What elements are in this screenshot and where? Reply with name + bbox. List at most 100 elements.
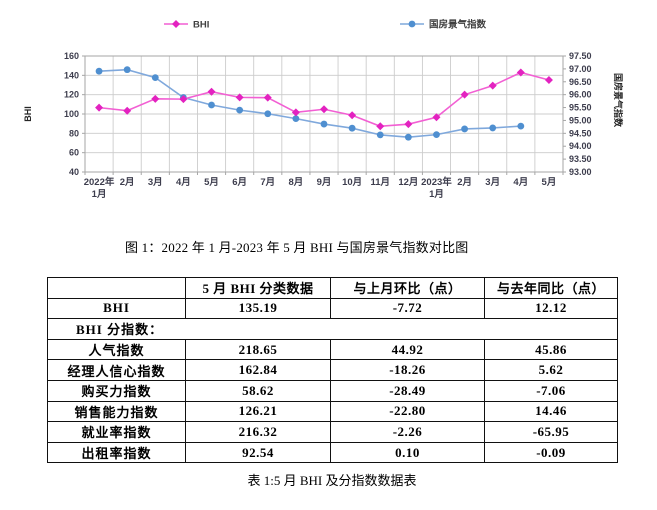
x-axis-tick-label: 4月 — [176, 177, 191, 188]
data-point — [291, 108, 300, 117]
bhi-climate-index-line-chart: 40 60 80 100 120 140 160 93.00 93.50 94.00 94.50 95… — [23, 19, 624, 201]
data-point — [320, 105, 328, 114]
data-point — [264, 110, 272, 118]
left-axis-tick-label: 120 — [64, 90, 79, 100]
x-axis-tick-label: 10月 — [342, 177, 362, 188]
left-axis-tick-label: 140 — [64, 70, 79, 80]
cell-value: 216.32 — [185, 421, 331, 443]
header-cell: 与去年同比（点） — [484, 277, 618, 299]
cell-value: 162.84 — [185, 359, 331, 381]
data-point — [348, 124, 356, 132]
header-cell: 5 月 BHI 分类数据 — [185, 277, 331, 299]
bhi-table-header-row: 5 月 BHI 分类数据 与上月环比（点） 与去年同比（点） — [47, 277, 618, 299]
legend-item-bhi: BHI — [164, 20, 209, 31]
right-axis-tick-label: 93.50 — [569, 154, 592, 164]
x-axis-tick-label: 5月 — [542, 177, 557, 188]
data-point — [404, 120, 413, 129]
row-label: 经理人信心指数 — [47, 359, 186, 381]
legend-item-climate-index: 国房景气指数 — [400, 19, 487, 31]
x-axis-tick-label: 3月 — [485, 177, 500, 188]
data-point — [208, 101, 215, 109]
series-line — [99, 68, 521, 139]
left-axis-tick-label: 100 — [64, 109, 79, 119]
x-axis-tick-label: 12月 — [398, 177, 418, 188]
cell-value: -7.06 — [484, 379, 618, 402]
chart-legend: BHI 国房景气指数 — [164, 19, 487, 31]
left-axis-title: BHI — [23, 106, 33, 122]
data-point — [151, 94, 160, 103]
cell-value: 44.92 — [330, 338, 485, 361]
header-cell: 与上月环比（点） — [330, 277, 485, 299]
data-point — [235, 93, 244, 102]
data-point — [207, 87, 216, 96]
right-axis-tick-label: 97.00 — [569, 64, 592, 74]
data-point — [460, 90, 469, 99]
x-axis-tick-label: 5月 — [204, 177, 219, 188]
data-point — [489, 124, 497, 132]
cell-value: 218.65 — [185, 338, 331, 361]
cell-value: 58.62 — [185, 379, 331, 402]
right-axis-tick-label: 93.00 — [569, 167, 592, 177]
cell-value: 14.46 — [484, 400, 618, 423]
legend-label: 国房景气指数 — [429, 19, 487, 31]
figure-caption: 图 1：2022 年 1 月-2023 年 5 月 BHI 与国房景气指数对比图 — [125, 240, 469, 255]
x-axis-tick-label: 6月 — [232, 177, 247, 188]
right-axis-tick-label: 94.00 — [569, 141, 592, 151]
cell-value: 92.54 — [185, 441, 331, 464]
cell-value: -0.09 — [484, 441, 618, 464]
cell-value: 45.86 — [484, 338, 618, 361]
bhi-data-table: 5 月 BHI 分类数据 与上月环比（点） 与去年同比（点） BHI 135.19 -7… — [47, 277, 618, 464]
series-climate-index — [95, 66, 525, 141]
x-axis-tick-label: 11月 — [370, 177, 390, 188]
row-label: 人气指数 — [47, 338, 186, 361]
table-caption: 表 1:5 月 BHI 及分指数数据表 — [247, 473, 417, 488]
axis-labels: 40 60 80 100 120 140 160 93.00 93.50 94.00 94.50 95… — [64, 51, 592, 200]
left-axis-tick-label: 80 — [69, 128, 79, 138]
data-point — [95, 103, 104, 112]
data-point — [172, 20, 180, 28]
row-label: 购买力指数 — [47, 379, 186, 402]
right-axis-tick-label: 96.00 — [569, 90, 592, 100]
x-axis-tick-label: 7月 — [260, 177, 275, 188]
data-point — [488, 81, 497, 90]
row-label: 销售能力指数 — [47, 400, 186, 423]
x-axis-tick-label: 8月 — [288, 177, 303, 188]
data-point — [123, 106, 132, 115]
data-point — [376, 122, 385, 131]
series-bhi — [95, 68, 553, 131]
cell-value: -2.26 — [330, 421, 485, 443]
cell-value: 12.12 — [484, 297, 618, 320]
gridlines — [84, 55, 564, 173]
data-point — [236, 106, 244, 114]
data-point — [516, 68, 525, 77]
x-axis-tick-label: 3月 — [148, 177, 163, 188]
axis-ticks — [82, 55, 566, 175]
x-axis-tick-label: 2023年 1月 — [421, 176, 452, 200]
data-point — [376, 131, 384, 139]
data-point — [320, 120, 328, 128]
series-line — [98, 71, 550, 128]
data-point — [404, 133, 412, 141]
x-axis-tick-label: 2月 — [120, 177, 135, 188]
data-point — [95, 67, 103, 75]
left-axis-tick-label: 160 — [64, 51, 79, 61]
x-axis-tick-label: 2022年 1月 — [84, 176, 115, 200]
x-axis-tick-label: 4月 — [513, 177, 528, 188]
table-row: BHI 分指数： — [47, 318, 618, 340]
data-point — [263, 93, 272, 102]
right-axis-tick-label: 95.00 — [569, 115, 592, 125]
table-row: 人气指数 218.65 44.92 45.86 — [47, 338, 618, 361]
cell-value: -7.72 — [330, 297, 485, 320]
bhi-table-body: BHI 135.19 -7.72 12.12 BHI 分指数： 人气指数 218.65 44.… — [47, 297, 618, 464]
right-axis-tick-label: 96.50 — [569, 77, 592, 87]
data-point — [408, 20, 416, 28]
cell-value: -22.80 — [330, 400, 485, 423]
data-point — [151, 74, 159, 82]
cell-value: 0.10 — [330, 441, 485, 464]
table-row: 销售能力指数 126.21 -22.80 14.46 — [47, 400, 618, 423]
table-row: 购买力指数 58.62 -28.49 -7.06 — [47, 379, 618, 402]
right-axis-title: 国房景气指数 — [613, 73, 624, 128]
header-empty-cell — [47, 277, 186, 299]
cell-value: 126.21 — [185, 400, 331, 423]
